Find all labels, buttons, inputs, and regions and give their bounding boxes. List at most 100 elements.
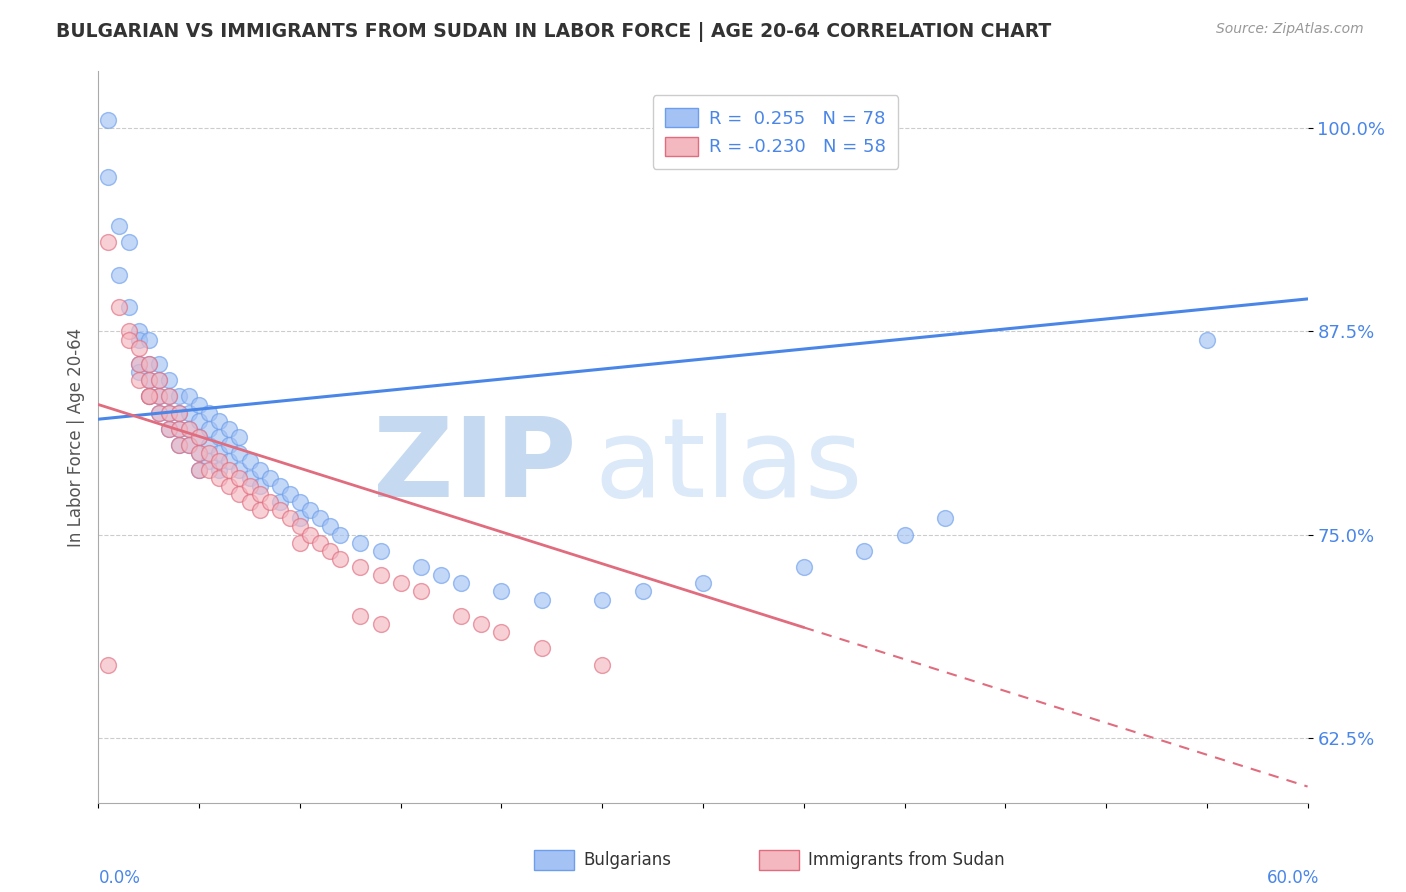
Point [157,373,180,387]
Point [349,560,371,574]
Point [228,430,250,444]
Point [409,560,432,574]
Point [198,406,221,420]
Point [118,300,141,314]
Point [167,389,190,403]
Point [893,527,915,541]
Text: atlas: atlas [595,413,863,520]
Point [288,535,311,549]
Point [118,333,141,347]
Point [128,341,150,355]
Point [288,495,311,509]
Point [138,373,160,387]
Point [188,398,211,412]
Point [138,357,160,371]
Point [853,544,876,558]
Point [299,503,322,517]
Point [188,430,211,444]
Text: BULGARIAN VS IMMIGRANTS FROM SUDAN IN LABOR FORCE | AGE 20-64 CORRELATION CHART: BULGARIAN VS IMMIGRANTS FROM SUDAN IN LA… [56,22,1052,42]
Point [450,608,472,623]
Point [259,495,281,509]
Point [148,389,170,403]
Point [148,389,170,403]
Point [179,389,201,403]
Point [138,333,160,347]
Point [218,438,240,452]
Point [793,560,815,574]
Text: Bulgarians: Bulgarians [583,851,672,869]
Point [208,471,231,485]
Point [249,479,271,493]
Point [128,373,150,387]
Point [329,552,352,566]
Point [349,535,371,549]
Point [188,462,211,476]
Point [179,438,201,452]
Point [269,503,291,517]
Text: Source: ZipAtlas.com: Source: ZipAtlas.com [1216,22,1364,37]
Point [107,268,129,282]
Point [148,373,170,387]
Point [631,584,654,599]
Y-axis label: In Labor Force | Age 20-64: In Labor Force | Age 20-64 [66,327,84,547]
Point [128,325,150,339]
Point [167,422,190,436]
Point [157,406,180,420]
Point [188,414,211,428]
Point [157,406,180,420]
Legend: R =  0.255   N = 78, R = -0.230   N = 58: R = 0.255 N = 78, R = -0.230 N = 58 [652,95,898,169]
Point [259,471,281,485]
Point [430,568,453,582]
Text: 60.0%: 60.0% [1267,869,1320,887]
Point [491,625,513,640]
Point [138,357,160,371]
Point [157,389,180,403]
Point [188,446,211,460]
Point [97,657,120,672]
Point [138,389,160,403]
Point [239,471,262,485]
Point [148,373,170,387]
Point [319,544,342,558]
Point [530,592,553,607]
Point [208,454,231,468]
Point [491,584,513,599]
Point [148,357,170,371]
Point [208,430,231,444]
Point [97,169,120,184]
Point [228,471,250,485]
Point [128,357,150,371]
Text: 0.0%: 0.0% [98,869,141,887]
Point [167,438,190,452]
Point [1195,333,1218,347]
Point [228,462,250,476]
Point [591,657,613,672]
Point [179,406,201,420]
Point [269,479,291,493]
Point [138,373,160,387]
Point [370,617,392,632]
Point [249,462,271,476]
Point [349,608,371,623]
Point [157,422,180,436]
Point [218,454,240,468]
Point [167,422,190,436]
Point [157,389,180,403]
Point [319,519,342,533]
Point [269,495,291,509]
Point [218,422,240,436]
Point [239,495,262,509]
Point [470,617,492,632]
Point [138,389,160,403]
Point [934,511,956,525]
Point [278,511,301,525]
Point [228,487,250,501]
Point [218,462,240,476]
Point [288,511,311,525]
Point [249,487,271,501]
Point [198,422,221,436]
Point [97,235,120,249]
Point [198,454,221,468]
Point [239,479,262,493]
Point [450,576,472,591]
